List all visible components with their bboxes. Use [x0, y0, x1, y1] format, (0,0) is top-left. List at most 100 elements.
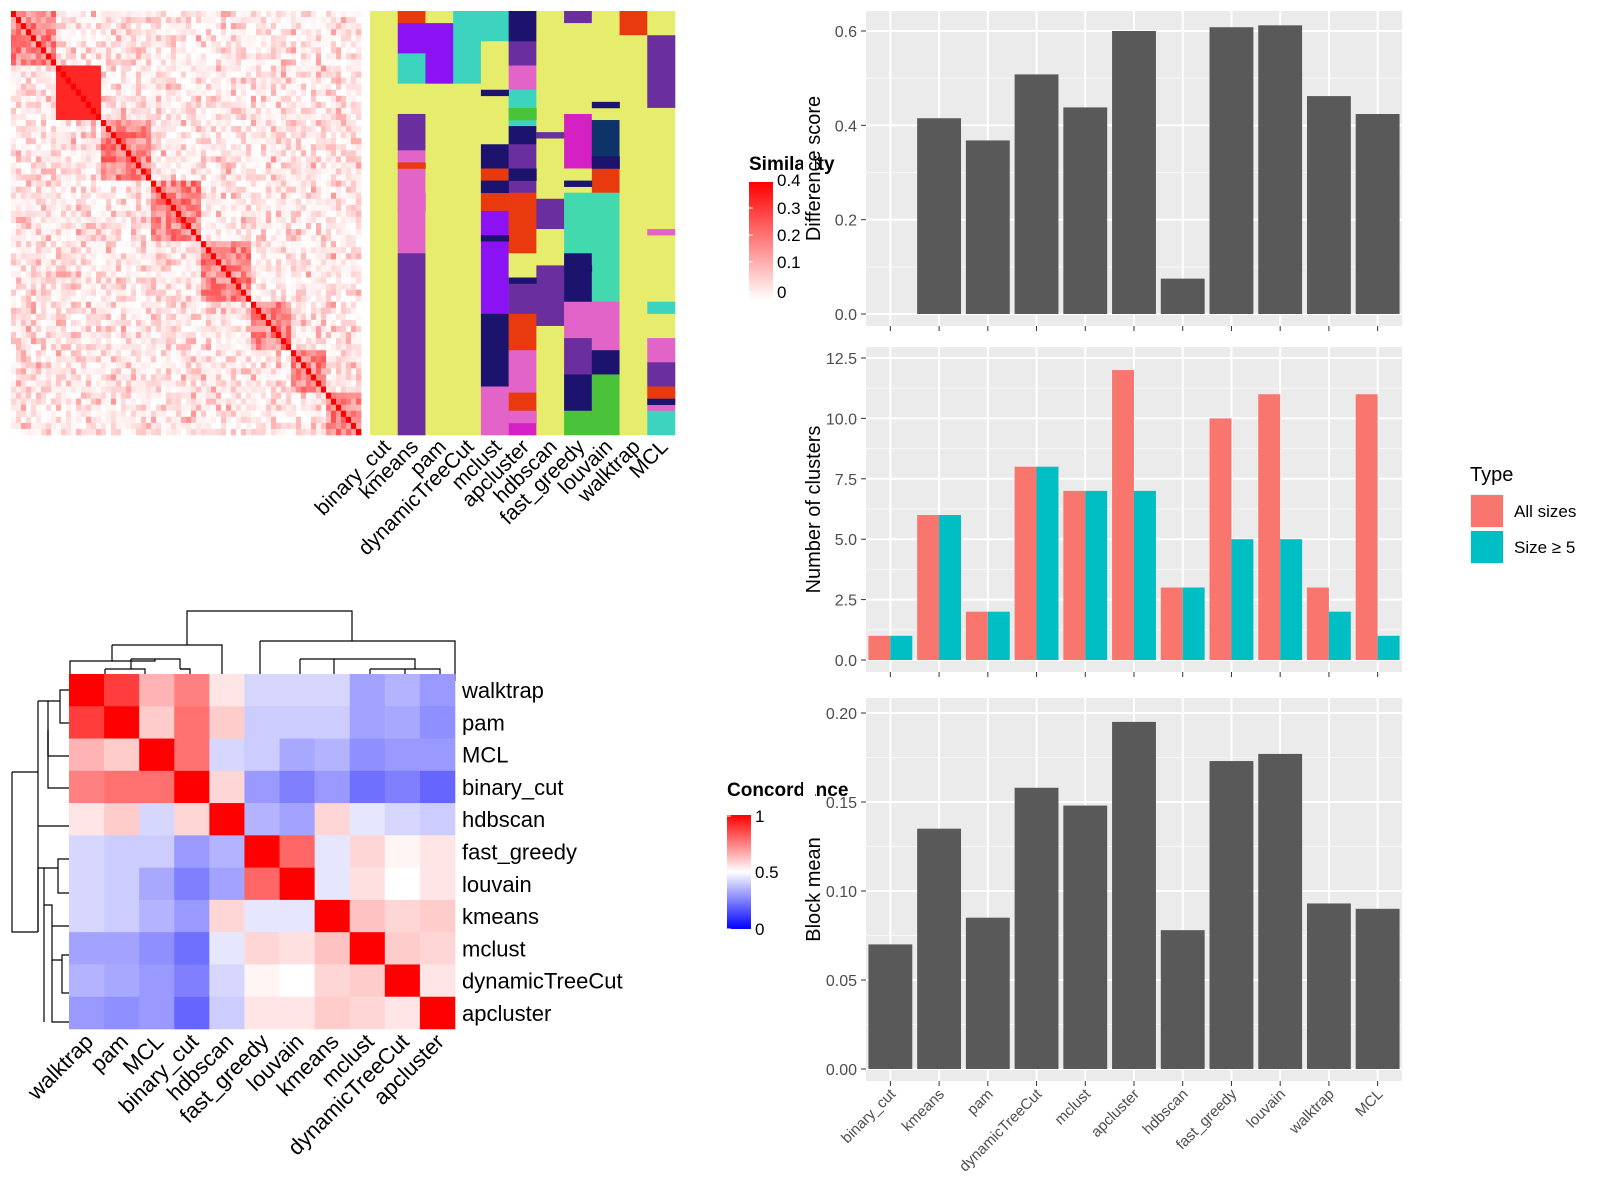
similarity-cell	[221, 277, 227, 284]
similarity-cell	[226, 95, 232, 103]
similarity-cell	[336, 253, 342, 260]
similarity-cell	[356, 186, 362, 194]
similarity-cell	[181, 410, 187, 418]
similarity-cell	[11, 144, 17, 151]
similarity-cell	[151, 247, 157, 254]
similarity-cell	[261, 192, 267, 200]
annotation-cell	[647, 229, 676, 236]
similarity-cell	[356, 344, 362, 351]
similarity-cell	[101, 253, 107, 260]
similarity-cell	[296, 265, 302, 272]
similarity-cell	[161, 271, 167, 278]
similarity-cell	[76, 126, 82, 133]
similarity-cell	[111, 186, 117, 194]
similarity-cell	[286, 204, 292, 212]
similarity-cell	[61, 404, 67, 412]
similarity-cell	[101, 386, 107, 393]
similarity-cell	[221, 150, 227, 157]
similarity-cell	[346, 71, 352, 78]
similarity-cell	[81, 422, 87, 430]
similarity-cell	[261, 374, 267, 381]
similarity-cell	[76, 223, 82, 230]
similarity-cell	[231, 174, 237, 181]
similarity-cell	[271, 271, 277, 278]
similarity-cell	[81, 235, 87, 242]
similarity-cell	[71, 47, 77, 54]
similarity-cell	[276, 29, 282, 36]
similarity-cell	[246, 235, 252, 242]
similarity-cell	[231, 392, 237, 399]
similarity-cell	[271, 422, 277, 430]
similarity-cell	[16, 344, 22, 351]
similarity-cell	[181, 186, 187, 194]
similarity-cell	[261, 422, 267, 430]
annotation-cell	[564, 265, 593, 272]
similarity-cell	[286, 223, 292, 230]
similarity-cell	[336, 95, 342, 103]
similarity-cell	[96, 41, 102, 48]
similarity-cell	[151, 295, 157, 303]
similarity-cell	[331, 168, 337, 175]
similarity-cell	[216, 162, 222, 169]
similarity-cell	[86, 338, 92, 345]
similarity-cell	[111, 404, 117, 412]
similarity-cell	[226, 120, 232, 127]
similarity-cell	[36, 223, 42, 230]
similarity-cell	[231, 265, 237, 272]
similarity-cell	[226, 150, 232, 157]
similarity-cell	[326, 29, 332, 36]
similarity-cell	[26, 362, 32, 369]
similarity-cell	[271, 307, 277, 315]
similarity-cell	[146, 235, 152, 242]
similarity-cell	[111, 156, 117, 163]
similarity-cell	[351, 271, 357, 278]
similarity-cell	[356, 338, 362, 345]
similarity-cell	[326, 35, 332, 42]
similarity-cell	[236, 77, 242, 84]
similarity-cell	[91, 186, 97, 194]
similarity-cell	[156, 265, 162, 272]
similarity-cell	[121, 113, 127, 121]
similarity-cell	[96, 126, 102, 133]
similarity-cell	[236, 17, 242, 24]
similarity-cell	[306, 113, 312, 121]
similarity-cell	[271, 259, 277, 266]
similarity-cell	[151, 77, 157, 84]
similarity-cell	[276, 168, 282, 175]
similarity-cell	[201, 344, 207, 351]
similarity-cell	[41, 192, 47, 200]
similarity-cell	[191, 83, 197, 91]
similarity-cell	[241, 404, 247, 412]
similarity-cell	[331, 89, 337, 97]
similarity-cell	[36, 59, 42, 66]
similarity-cell	[216, 374, 222, 381]
similarity-cell	[61, 362, 67, 369]
similarity-cell	[241, 265, 247, 272]
similarity-cell	[76, 253, 82, 260]
similarity-cell	[91, 223, 97, 230]
similarity-cell	[66, 138, 72, 145]
similarity-cell	[271, 101, 277, 109]
similarity-cell	[291, 229, 297, 236]
similarity-cell	[76, 368, 82, 375]
similarity-cell	[311, 259, 317, 266]
similarity-cell	[76, 132, 82, 139]
similarity-cell	[176, 416, 182, 424]
similarity-cell	[26, 186, 32, 194]
similarity-cell	[286, 325, 292, 333]
similarity-cell	[36, 362, 42, 369]
similarity-cell	[46, 138, 52, 145]
similarity-cell	[351, 374, 357, 381]
similarity-cell	[101, 192, 107, 200]
similarity-cell	[251, 101, 257, 109]
similarity-cell	[66, 325, 72, 333]
similarity-cell	[181, 386, 187, 393]
similarity-cell	[351, 416, 357, 424]
similarity-cell	[161, 235, 167, 242]
similarity-cell	[296, 283, 302, 290]
similarity-cell	[96, 362, 102, 369]
similarity-cell	[46, 223, 52, 230]
similarity-cell	[36, 150, 42, 157]
similarity-cell	[191, 338, 197, 345]
similarity-cell	[301, 362, 307, 369]
